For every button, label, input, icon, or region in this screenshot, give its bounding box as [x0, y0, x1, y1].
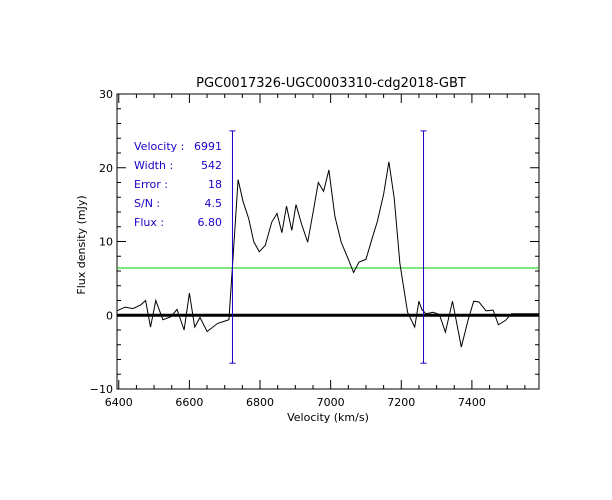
x-axis-label: Velocity (km/s) [287, 411, 369, 424]
y-tick-label: 20 [99, 162, 113, 175]
x-tick-label: 7400 [458, 396, 486, 409]
x-tick-label: 6600 [175, 396, 203, 409]
y-tick-label: 0 [106, 309, 113, 322]
plot-frame [116, 93, 540, 390]
measurement-value: 6991 [194, 140, 222, 153]
y-axis-label: Flux density (mJy) [75, 195, 88, 294]
measurement-label: Flux : [134, 216, 164, 229]
x-tick-label: 7200 [387, 396, 415, 409]
measurement-value: 6.80 [198, 216, 223, 229]
measurement-value: 4.5 [205, 197, 223, 210]
measurement-label: Velocity : [134, 140, 184, 153]
x-tick-label: 7000 [317, 396, 345, 409]
chart-title: PGC0017326-UGC0003310-cdg2018-GBT [196, 76, 466, 91]
measurement-label: Width : [134, 159, 173, 172]
measurement-value: 18 [208, 178, 222, 191]
measurement-value: 542 [201, 159, 222, 172]
y-tick-label: 30 [99, 88, 113, 101]
spectrum-line [116, 161, 539, 348]
y-tick-label: −10 [90, 383, 113, 396]
x-tick-label: 6800 [246, 396, 274, 409]
x-tick-label: 6400 [105, 396, 133, 409]
measurement-label: Error : [134, 178, 168, 191]
measurement-label: S/N : [134, 197, 160, 210]
y-tick-label: 10 [99, 236, 113, 249]
